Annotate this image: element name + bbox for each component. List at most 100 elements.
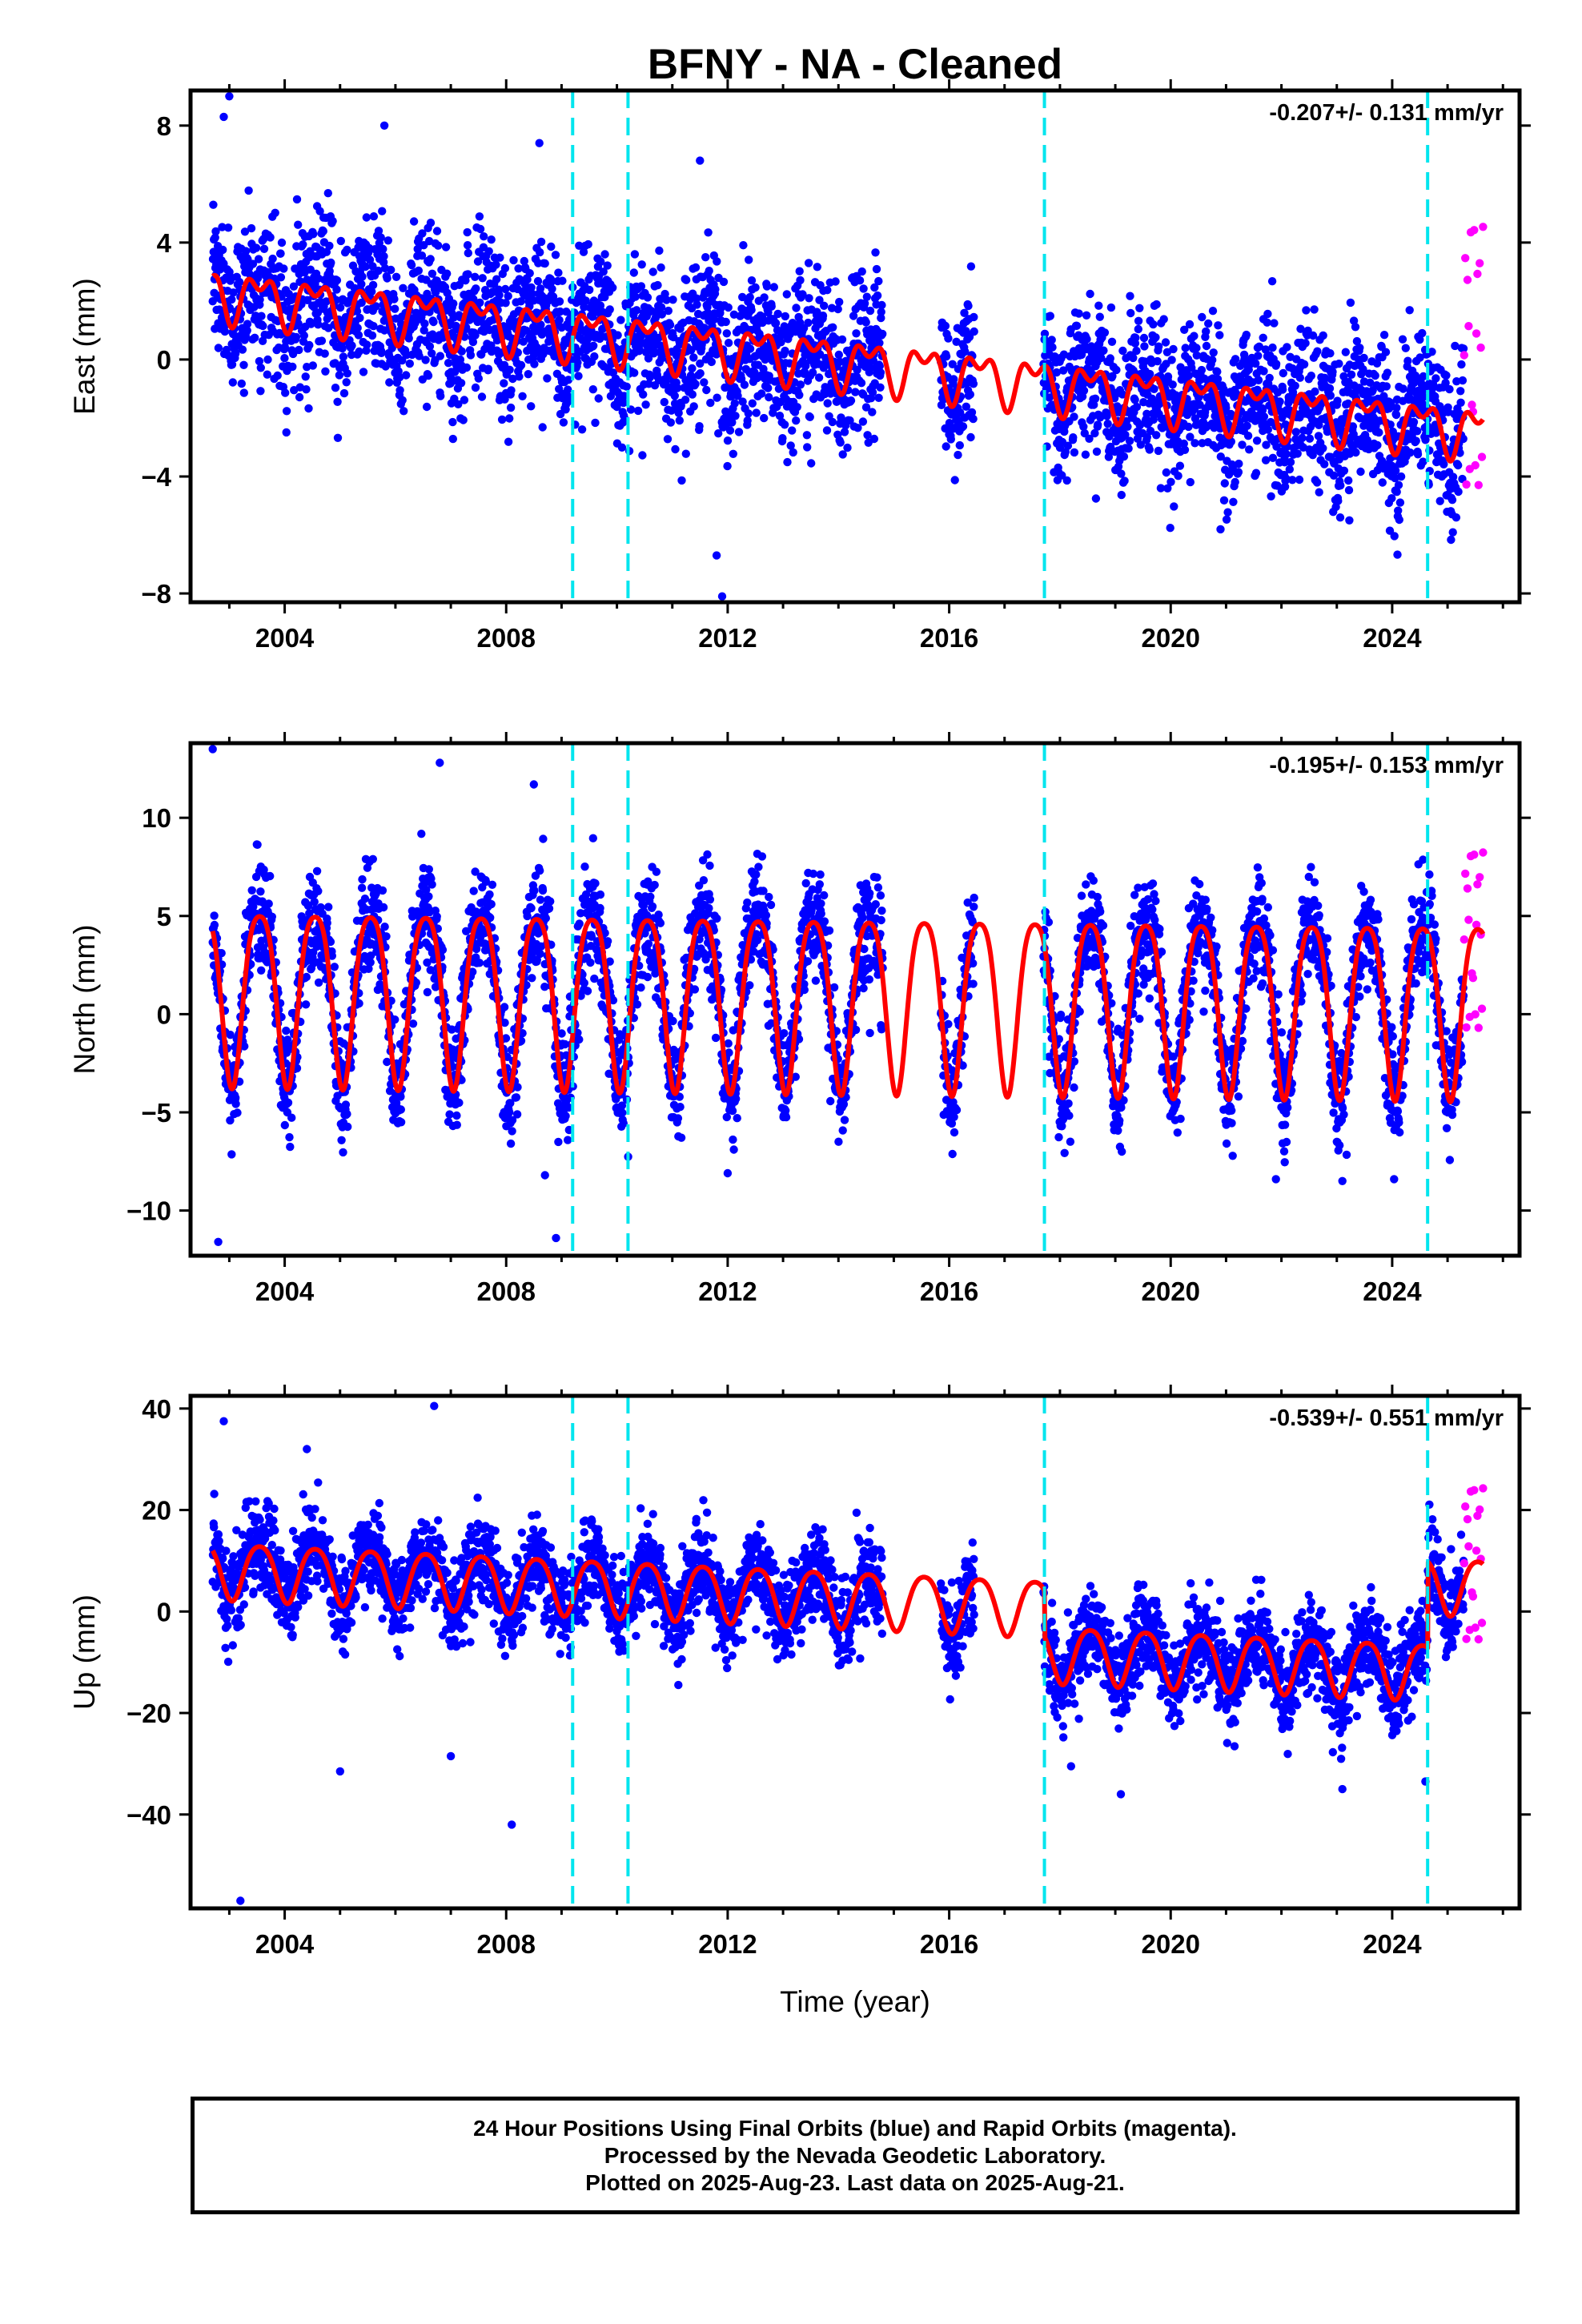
- final-orbit-point: [1146, 369, 1154, 379]
- final-orbit-point: [760, 293, 769, 302]
- final-orbit-point: [648, 267, 657, 276]
- final-orbit-point: [551, 251, 560, 259]
- final-orbit-point: [266, 233, 275, 242]
- final-orbit-point: [688, 364, 697, 373]
- final-orbit-point: [670, 392, 679, 400]
- final-orbit-point: [362, 213, 371, 222]
- final-orbit-point: [1179, 439, 1189, 448]
- final-orbit-point: [391, 304, 400, 313]
- final-orbit-point: [286, 1142, 295, 1152]
- final-orbit-point: [966, 432, 975, 442]
- final-orbit-point: [255, 356, 264, 366]
- final-orbit-point: [644, 354, 653, 363]
- final-orbit-point: [1263, 425, 1273, 434]
- final-orbit-point: [857, 267, 866, 276]
- x-tick-label: 2016: [920, 623, 978, 653]
- final-orbit-point: [1346, 298, 1355, 308]
- final-orbit-point: [226, 272, 235, 282]
- final-orbit-point: [1351, 448, 1360, 457]
- final-orbit-point: [1091, 494, 1101, 503]
- final-orbit-point: [288, 362, 297, 372]
- final-orbit-point: [391, 1015, 400, 1024]
- final-orbit-point: [1094, 420, 1102, 429]
- final-orbit-point: [868, 408, 877, 416]
- final-orbit-point: [857, 379, 866, 388]
- final-orbit-point: [1146, 426, 1155, 436]
- final-orbit-point: [876, 368, 885, 377]
- final-orbit-point: [559, 418, 568, 427]
- final-orbit-point: [228, 378, 237, 387]
- final-orbit-point: [512, 1093, 521, 1102]
- outlier-point: [535, 139, 544, 147]
- rapid-orbit-point: [1464, 322, 1473, 331]
- final-orbit-point: [946, 435, 956, 444]
- final-orbit-point: [877, 300, 886, 310]
- final-orbit-point: [1261, 456, 1271, 464]
- final-orbit-point: [533, 276, 543, 286]
- final-orbit-point: [464, 270, 472, 279]
- final-orbit-point: [1347, 370, 1356, 379]
- final-orbit-point: [1142, 409, 1151, 418]
- final-orbit-point: [1293, 449, 1302, 458]
- final-orbit-point: [1295, 373, 1305, 382]
- final-orbit-point: [1435, 497, 1444, 505]
- final-orbit-point: [1267, 492, 1275, 501]
- final-orbit-point: [556, 307, 564, 316]
- final-orbit-point: [836, 438, 845, 447]
- final-orbit-point: [516, 360, 526, 370]
- final-orbit-point: [488, 880, 497, 890]
- final-orbit-point: [1378, 478, 1387, 487]
- final-orbit-point: [355, 999, 363, 1008]
- final-orbit-point: [767, 302, 776, 311]
- final-orbit-point: [319, 227, 327, 235]
- final-orbit-point: [1325, 384, 1335, 393]
- final-orbit-point: [432, 912, 441, 921]
- final-orbit-point: [687, 346, 696, 355]
- final-orbit-point: [1452, 377, 1461, 386]
- final-orbit-point: [1311, 387, 1319, 396]
- final-orbit-point: [1204, 319, 1213, 328]
- final-orbit-point: [448, 434, 457, 444]
- final-orbit-point: [243, 320, 252, 328]
- final-orbit-point: [1187, 364, 1196, 372]
- final-orbit-point: [257, 936, 266, 945]
- final-orbit-point: [398, 396, 407, 404]
- final-orbit-point: [1118, 390, 1127, 399]
- final-orbit-point: [1220, 479, 1230, 488]
- final-orbit-point: [955, 440, 965, 450]
- final-orbit-point: [358, 875, 367, 884]
- final-orbit-point: [361, 262, 370, 271]
- final-orbit-point: [374, 266, 383, 275]
- final-orbit-point: [1447, 496, 1457, 505]
- final-orbit-point: [1395, 515, 1404, 525]
- final-orbit-point: [777, 338, 785, 347]
- final-orbit-point: [1335, 360, 1343, 368]
- final-orbit-point: [1310, 305, 1319, 314]
- final-orbit-point: [677, 401, 685, 410]
- final-orbit-point: [371, 302, 380, 311]
- final-orbit-point: [1456, 398, 1465, 407]
- final-orbit-point: [548, 284, 556, 293]
- final-orbit-point: [1406, 448, 1415, 457]
- final-orbit-point: [1314, 432, 1323, 440]
- final-orbit-point: [743, 416, 752, 425]
- final-orbit-point: [444, 359, 453, 368]
- final-orbit-point: [227, 295, 236, 304]
- final-orbit-point: [1339, 466, 1349, 475]
- final-orbit-point: [1441, 378, 1450, 388]
- final-orbit-point: [1390, 532, 1399, 541]
- final-orbit-point: [1152, 300, 1161, 309]
- final-orbit-point: [1291, 428, 1301, 436]
- final-orbit-point: [338, 344, 347, 353]
- final-orbit-point: [711, 285, 720, 294]
- final-orbit-point: [585, 285, 594, 295]
- final-orbit-point: [263, 355, 272, 364]
- final-orbit-point: [1401, 344, 1411, 352]
- final-orbit-point: [1140, 342, 1149, 351]
- final-orbit-point: [675, 416, 684, 425]
- final-orbit-point: [664, 306, 673, 316]
- final-orbit-point: [878, 329, 887, 339]
- final-orbit-point: [1259, 412, 1269, 421]
- final-orbit-point: [379, 244, 387, 254]
- final-orbit-point: [1104, 452, 1114, 461]
